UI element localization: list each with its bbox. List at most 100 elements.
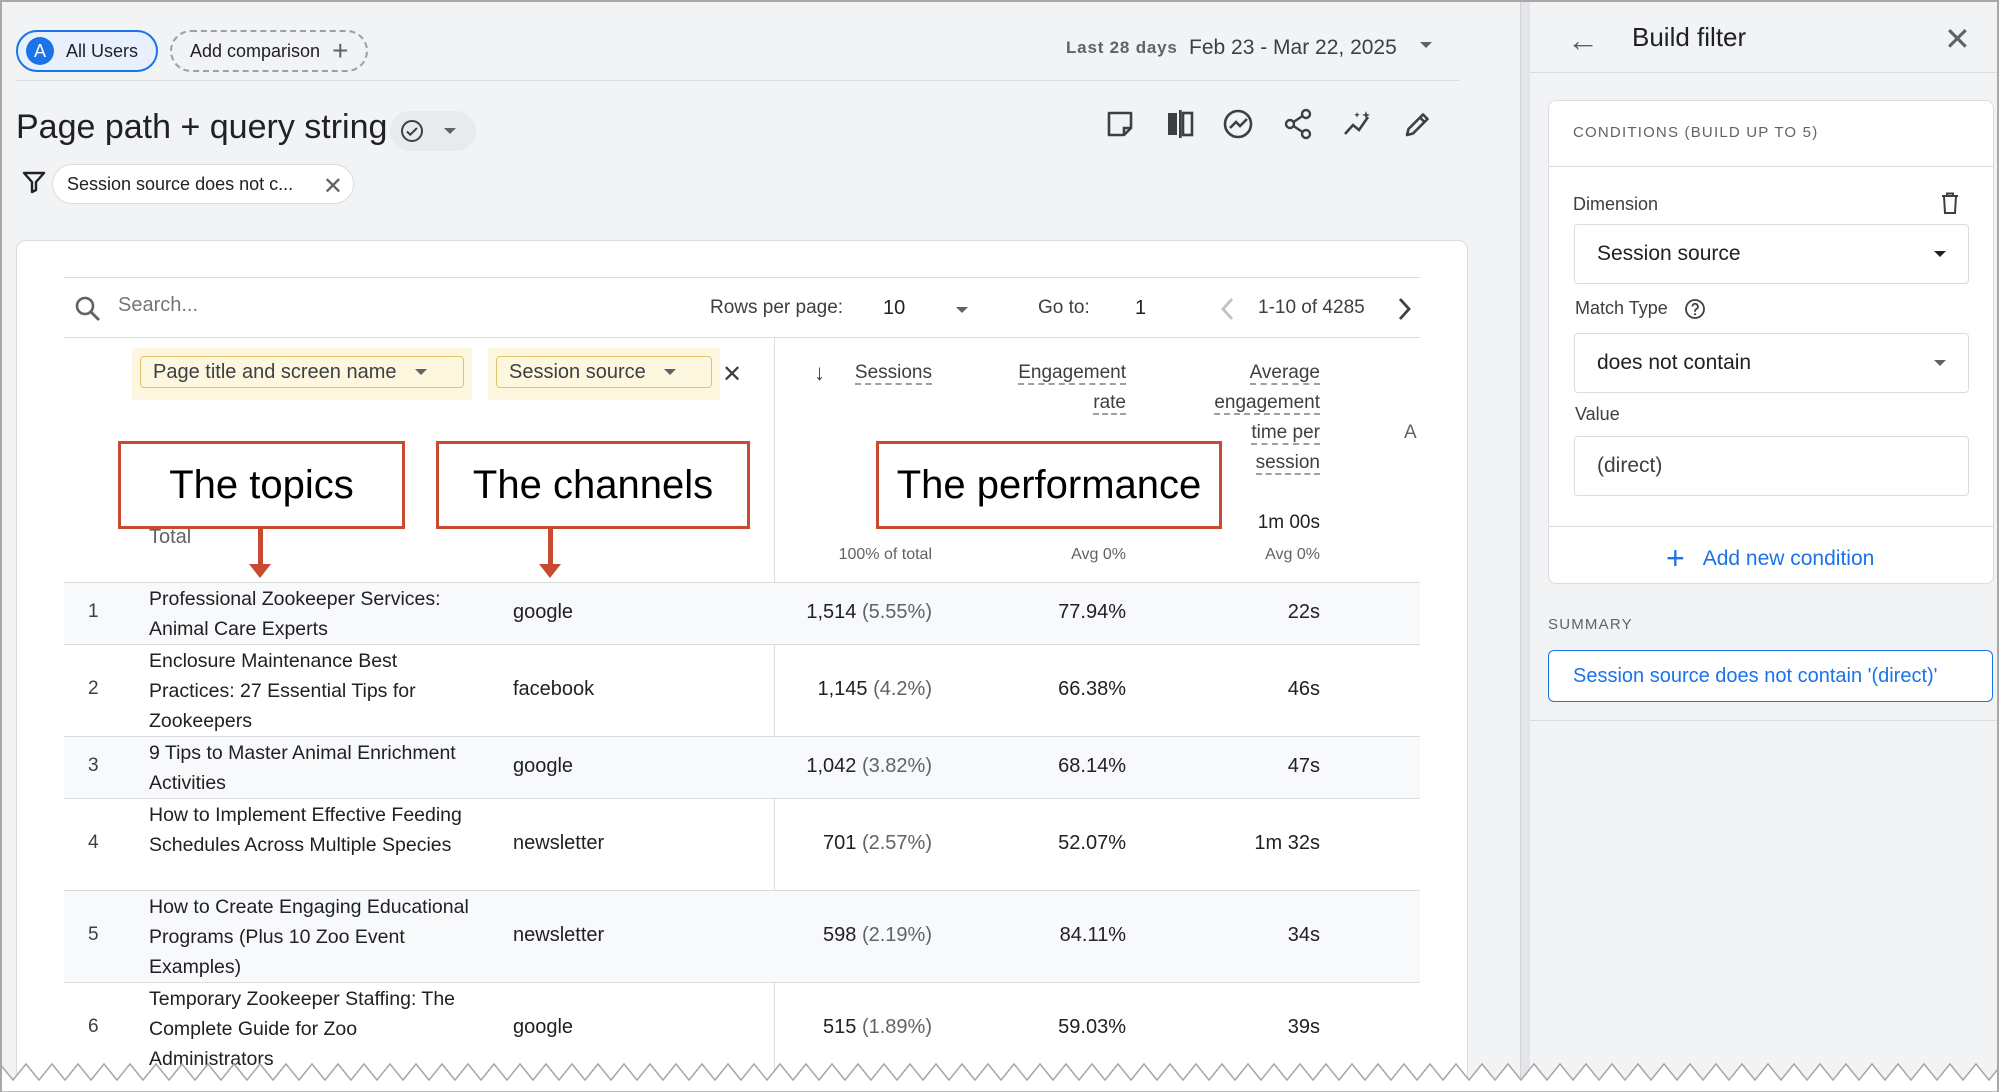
dimension-chip-session-source[interactable]: Session source <box>488 348 720 400</box>
row-sessions: 1,042 (3.82%) <box>806 755 932 777</box>
filter-chip-label: Session source does not c... <box>67 173 294 194</box>
chevron-down-icon <box>1934 251 1946 257</box>
check-circle-icon <box>401 120 423 142</box>
dimension-chip-page-title[interactable]: Page title and screen name <box>132 348 472 400</box>
annotation-arrow-line <box>548 529 553 565</box>
row-index: 6 <box>88 1016 99 1037</box>
row-session-source: google <box>513 601 574 623</box>
add-comparison-button[interactable]: Add comparison + <box>170 30 368 72</box>
annotation-channels: The channels <box>436 441 750 529</box>
panel-header-divider <box>1530 72 1997 73</box>
next-page-icon[interactable] <box>1392 296 1416 322</box>
row-page-title: Enclosure Maintenance Best Practices: 27… <box>149 650 416 732</box>
annotation-performance: The performance <box>876 441 1222 529</box>
conditions-divider <box>1548 166 1994 167</box>
annotation-topics: The topics <box>118 441 405 529</box>
rows-per-page-dropdown-icon[interactable] <box>956 307 968 313</box>
summary-label: SUMMARY <box>1548 616 1633 633</box>
goto-page-input[interactable]: 1 <box>1135 297 1147 319</box>
row-session-source: google <box>513 755 574 777</box>
segment-label: All Users <box>66 40 139 61</box>
previous-page-icon[interactable] <box>1216 296 1240 322</box>
row-avg-time: 47s <box>1287 755 1320 777</box>
remove-filter-icon[interactable]: ✕ <box>322 173 343 200</box>
row-avg-time: 34s <box>1287 924 1320 946</box>
row-engagement-rate: 68.14% <box>1058 755 1126 777</box>
sort-descending-icon[interactable]: ↓ <box>814 360 825 385</box>
row-sessions: 598 (2.19%) <box>823 924 932 946</box>
table-row[interactable]: 1 Professional Zookeeper Services: Anima… <box>64 582 1420 644</box>
column-header-avg-engagement-time[interactable]: Average engagement time per session <box>1214 362 1320 475</box>
value-label: Value <box>1575 404 1620 424</box>
match-type-select[interactable]: does not contain <box>1574 333 1969 393</box>
totals-label: Total <box>149 526 192 548</box>
share-icon[interactable] <box>1282 108 1314 140</box>
row-engagement-rate: 59.03% <box>1058 1016 1126 1038</box>
active-filter-chip[interactable]: Session source does not c... ✕ <box>52 164 354 204</box>
search-icon <box>75 296 100 321</box>
column-header-truncated[interactable]: A <box>1404 422 1417 443</box>
segment-avatar: A <box>26 37 54 65</box>
back-arrow-icon[interactable]: ← <box>1567 22 1599 58</box>
row-page-title: Temporary Zookeeper Staffing: The Comple… <box>149 988 456 1070</box>
dimension-select-value: Session source <box>1597 242 1741 265</box>
row-index: 5 <box>88 924 99 945</box>
annotation-arrow-head <box>539 564 561 578</box>
insights-icon[interactable] <box>1222 108 1254 140</box>
pagination-status: 1-10 of 4285 <box>1258 297 1365 318</box>
compare-icon[interactable] <box>1164 108 1196 140</box>
row-engagement-rate: 77.94% <box>1058 601 1126 623</box>
totals-avg-time-note: Avg 0% <box>1265 546 1320 563</box>
row-sessions: 701 (2.57%) <box>823 832 932 854</box>
row-index: 4 <box>88 832 99 853</box>
date-range-dropdown-icon[interactable] <box>1420 42 1432 48</box>
delete-condition-icon[interactable] <box>1940 192 1960 214</box>
match-type-value: does not contain <box>1597 351 1752 374</box>
row-session-source: newsletter <box>513 924 605 946</box>
help-icon[interactable] <box>1684 298 1706 320</box>
table-row[interactable]: 5 How to Create Engaging Educational Pro… <box>64 890 1420 982</box>
column-header-sessions[interactable]: Sessions <box>854 362 932 385</box>
table-row[interactable]: 6 Temporary Zookeeper Staffing: The Comp… <box>64 982 1420 1074</box>
row-engagement-rate: 52.07% <box>1058 832 1126 854</box>
rows-per-page-select[interactable]: 10 <box>883 297 906 319</box>
column-header-engagement-rate[interactable]: Engagement rate <box>1018 362 1126 415</box>
date-range-picker[interactable]: Feb 23 - Mar 22, 2025 <box>1189 36 1397 59</box>
totals-sessions-note: 100% of total <box>838 546 932 563</box>
row-avg-time: 39s <box>1287 1016 1320 1038</box>
table-row[interactable]: 2 Enclosure Maintenance Best Practices: … <box>64 644 1420 736</box>
panel-separator <box>1520 0 1530 1092</box>
summary-divider <box>1530 720 1997 721</box>
header-row-divider <box>64 337 1420 338</box>
row-avg-time: 22s <box>1287 601 1320 623</box>
dimension-label: Dimension <box>1573 194 1659 214</box>
torn-edge <box>0 1062 1999 1092</box>
dimension-metric-divider <box>774 338 775 1092</box>
remove-dimension-icon[interactable]: ✕ <box>722 361 743 388</box>
customize-report-icon[interactable] <box>1104 108 1136 140</box>
filter-icon <box>22 171 46 194</box>
row-index: 2 <box>88 678 99 699</box>
value-input[interactable]: (direct) <box>1574 436 1969 496</box>
row-page-title: How to Implement Effective Feeding Sched… <box>149 804 462 856</box>
plus-icon: + <box>1666 540 1685 576</box>
segment-chip-all-users[interactable]: A All Users <box>16 30 158 72</box>
report-status-dropdown[interactable] <box>390 111 476 151</box>
close-icon[interactable]: ✕ <box>1944 21 1971 57</box>
edit-icon[interactable] <box>1402 108 1434 140</box>
totals-engagement-note: Avg 0% <box>1071 546 1126 563</box>
dimension-select[interactable]: Session source <box>1574 224 1969 284</box>
trends-icon[interactable] <box>1342 108 1374 140</box>
panel-title: Build filter <box>1632 22 1747 52</box>
chevron-down-icon <box>1934 360 1946 366</box>
table-row[interactable]: 3 9 Tips to Master Animal Enrichment Act… <box>64 736 1420 798</box>
table-search-input[interactable] <box>118 294 418 317</box>
table-row[interactable]: 4 How to Implement Effective Feeding Sch… <box>64 798 1420 890</box>
filter-summary: Session source does not contain '(direct… <box>1548 650 1993 702</box>
row-page-title: 9 Tips to Master Animal Enrichment Activ… <box>149 742 456 794</box>
add-comparison-label: Add comparison <box>190 40 321 61</box>
row-index: 1 <box>88 601 99 622</box>
add-new-condition-button[interactable]: + Add new condition <box>1666 540 1874 577</box>
rows-per-page-label: Rows per page: <box>710 297 844 318</box>
row-index: 3 <box>88 755 99 776</box>
